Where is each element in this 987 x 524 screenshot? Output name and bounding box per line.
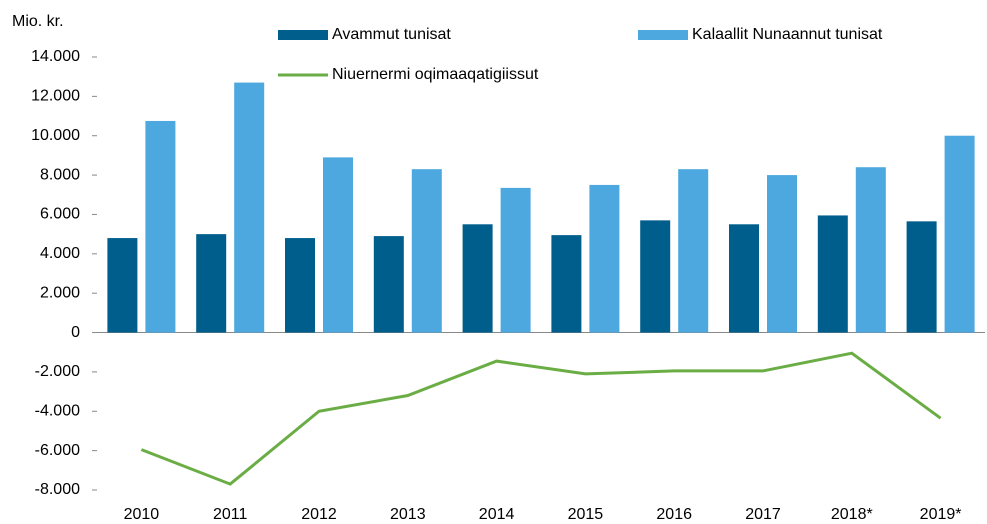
y-tick-label: -8.000 bbox=[35, 481, 80, 498]
y-tick-label: -2.000 bbox=[35, 363, 80, 380]
bar bbox=[411, 169, 442, 333]
y-tick-label: 4.000 bbox=[40, 245, 80, 262]
bar bbox=[285, 238, 315, 333]
y-tick-label: 8.000 bbox=[40, 166, 80, 183]
y-tick-label: 2.000 bbox=[40, 284, 80, 301]
bar bbox=[944, 135, 975, 333]
bar bbox=[145, 120, 176, 333]
y-axis-label: Mio. kr. bbox=[12, 13, 64, 30]
y-tick-label: 10.000 bbox=[31, 127, 80, 144]
x-tick-label: 2012 bbox=[301, 506, 337, 523]
x-tick-label: 2016 bbox=[656, 506, 692, 523]
x-tick-label: 2019* bbox=[920, 506, 962, 523]
bar bbox=[196, 234, 227, 333]
bar bbox=[373, 236, 404, 333]
bar bbox=[906, 221, 937, 333]
bar bbox=[767, 175, 797, 333]
legend-label: Avammut tunisat bbox=[332, 26, 451, 43]
bar bbox=[551, 235, 582, 333]
bar bbox=[107, 238, 138, 333]
line bbox=[140, 351, 942, 486]
y-tick-label: 0 bbox=[71, 324, 80, 341]
bar bbox=[589, 184, 620, 333]
bar bbox=[500, 187, 531, 333]
x-tick-label: 2018* bbox=[831, 506, 873, 523]
bar bbox=[323, 157, 353, 333]
bar bbox=[640, 220, 671, 333]
legend-swatch bbox=[278, 30, 328, 40]
y-tick-label: 6.000 bbox=[40, 206, 80, 223]
legend-label: Kalaallit Nunaannut tunisat bbox=[692, 26, 883, 43]
y-tick-label: -4.000 bbox=[35, 402, 80, 419]
x-tick-label: 2014 bbox=[479, 506, 515, 523]
bar bbox=[462, 224, 493, 333]
legend-swatch bbox=[638, 30, 688, 40]
x-tick-label: 2015 bbox=[568, 506, 604, 523]
bar bbox=[817, 215, 848, 333]
x-tick-label: 2017 bbox=[745, 506, 781, 523]
y-tick-label: 12.000 bbox=[31, 88, 80, 105]
bar bbox=[678, 169, 709, 333]
legend-label: Niuernermi oqimaaqatigiissut bbox=[332, 66, 539, 83]
bar bbox=[855, 167, 886, 333]
x-tick-label: 2011 bbox=[213, 506, 248, 523]
y-tick-label: -6.000 bbox=[35, 442, 80, 459]
x-tick-label: 2010 bbox=[124, 506, 160, 523]
bar bbox=[234, 82, 265, 333]
x-tick-label: 2013 bbox=[390, 506, 426, 523]
y-tick-label: 14.000 bbox=[31, 48, 80, 65]
bar bbox=[729, 224, 759, 333]
